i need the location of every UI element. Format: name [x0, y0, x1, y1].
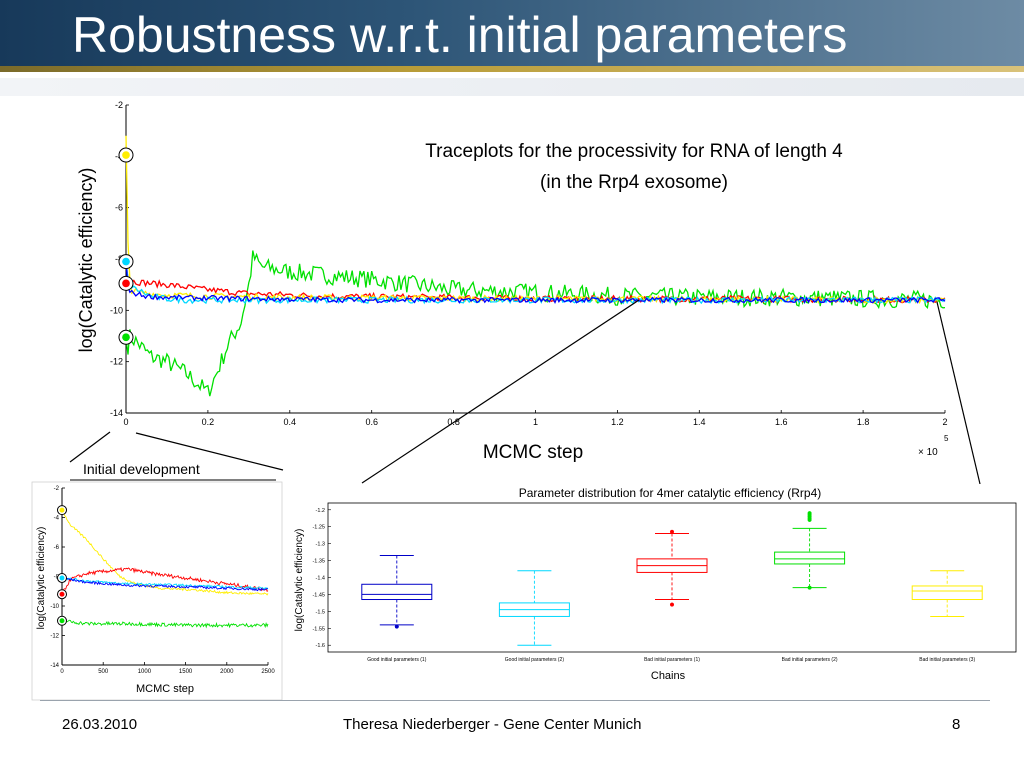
footer-page-number: 8 [952, 716, 961, 733]
boxplot-xlabel: Chains [651, 670, 686, 682]
main-plot-panel [68, 100, 966, 485]
x-tick-label: 1.2 [611, 417, 624, 427]
main-ylabel: log(Catalytic efficiency) [76, 168, 96, 353]
y-tick-label: -1.25 [312, 525, 325, 531]
inset-initial-development: Initial development 0 500 1000 1500 2000 2500… [31, 461, 283, 701]
start-marker-dot [59, 618, 65, 624]
boxplot-panel [290, 484, 1024, 688]
title-accent-line [0, 66, 1024, 72]
y-tick-label: -14 [50, 663, 59, 669]
footer-divider [40, 700, 990, 701]
y-tick-label: -6 [115, 203, 123, 213]
category-label: Bad initial parameters (3) [919, 657, 975, 663]
category-label: Good initial parameters (2) [505, 657, 565, 663]
main-x-multiplier: × 10 [918, 447, 938, 458]
start-marker-dot [122, 151, 130, 159]
y-tick-label: -4 [54, 516, 60, 522]
x-tick-label: 0.2 [202, 417, 215, 427]
y-tick-label: -1.4 [316, 576, 325, 582]
y-tick-label: -10 [110, 305, 123, 315]
category-label: Bad initial parameters (2) [782, 657, 838, 663]
footer-author: Theresa Niederberger - Gene Center Munic… [343, 716, 642, 733]
y-tick-label: -2 [115, 100, 123, 110]
boxplot-figure: Parameter distribution for 4mer catalyti… [290, 484, 1024, 688]
inset-panel [31, 481, 283, 701]
main-plot-area: 00.20.40.60.811.21.41.61.82-2-4-6-8-10-1… [110, 100, 948, 427]
y-tick-label: -8 [54, 575, 60, 581]
callout-line-left-1 [69, 431, 111, 463]
inset-plot-area: 0 500 1000 1500 2000 2500 -2 -4 -6 -8 -10 -12 -14 [50, 486, 275, 675]
trace-series-4 [61, 577, 269, 592]
boxplot-ylabel: log(Catalytic efficiency) [294, 529, 305, 632]
category-label: Good initial parameters (1) [367, 657, 427, 663]
trace-series-5 [125, 261, 946, 305]
x-tick-label: 1.4 [693, 417, 706, 427]
x-tick-label: 1500 [179, 669, 193, 675]
start-marker-dot [122, 333, 130, 342]
y-tick-label: -1.35 [312, 559, 325, 565]
x-tick-label: 0 [123, 417, 128, 427]
start-marker-dot [59, 507, 65, 513]
x-tick-label: 0 [60, 669, 64, 675]
x-tick-label: 0.4 [284, 417, 297, 427]
annotation-line-1: Traceplots for the processivity for RNA … [425, 141, 843, 162]
start-marker-dot [59, 575, 65, 581]
y-tick-label: -1.2 [316, 508, 325, 514]
title-underlay-stripe [0, 78, 1024, 96]
y-tick-label: -12 [50, 634, 59, 640]
boxplot-title: Parameter distribution for 4mer catalyti… [519, 486, 822, 500]
trace-series-3 [61, 577, 269, 590]
main-x-multiplier-exponent: 5 [944, 434, 949, 443]
callout-line-right-1 [361, 299, 640, 484]
slide-title: Robustness w.r.t. initial parameters [72, 7, 848, 63]
title-bar: Robustness w.r.t. initial parameters [0, 0, 1024, 72]
y-tick-label: -10 [50, 604, 59, 610]
main-traceplot: 00.20.40.60.811.21.41.61.82-2-4-6-8-10-1… [68, 100, 966, 485]
x-tick-label: 1.8 [857, 417, 870, 427]
trace-series-2 [61, 566, 269, 595]
box-outlier [394, 624, 399, 629]
start-marker-dot [122, 279, 130, 288]
y-tick-label: -1.5 [316, 609, 325, 615]
callout-line-left-2 [135, 432, 284, 471]
box-outlier [807, 585, 812, 590]
start-marker-dot [59, 591, 65, 597]
x-tick-label: 2 [942, 417, 947, 427]
box-iqr [774, 551, 846, 565]
x-tick-label: 1 [533, 417, 538, 427]
x-tick-label: 2000 [220, 669, 234, 675]
x-tick-label: 0.6 [365, 417, 378, 427]
inset-ylabel: log(Catalytic efficiency) [36, 527, 47, 630]
y-tick-label: -1.3 [316, 542, 325, 548]
box-iqr [911, 585, 983, 601]
inset-label: Initial development [83, 461, 200, 477]
main-xlabel: MCMC step [483, 442, 583, 463]
y-tick-label: -12 [110, 357, 123, 367]
inset-xlabel: MCMC step [136, 683, 194, 695]
trace-series-5 [61, 619, 269, 629]
callout-line-right-2 [936, 301, 981, 485]
y-tick-label: -14 [110, 408, 123, 418]
boxplot-area: -1.2 -1.25 -1.3 -1.35 -1.4 -1.45 -1.5 -1.55 -1.6… [312, 502, 1017, 663]
y-tick-label: -1.45 [312, 592, 325, 598]
y-tick-label: -2 [54, 486, 60, 492]
y-tick-label: -6 [54, 545, 60, 551]
box-iqr [361, 583, 433, 601]
x-tick-label: 500 [98, 669, 109, 675]
y-tick-label: -1.6 [316, 643, 325, 649]
x-tick-label: 2500 [261, 669, 275, 675]
box-outlier [807, 517, 812, 522]
x-tick-label: 1.6 [775, 417, 788, 427]
trace-series-1 [61, 509, 269, 596]
category-label: Bad initial parameters (1) [644, 657, 700, 663]
y-tick-label: -1.55 [312, 626, 325, 632]
box-outlier [669, 529, 675, 534]
footer-date: 26.03.2010 [62, 716, 138, 733]
x-tick-label: 1000 [138, 669, 152, 675]
start-marker-dot [122, 257, 130, 266]
annotation-line-2: (in the Rrp4 exosome) [540, 172, 728, 193]
box-outlier [669, 602, 675, 607]
